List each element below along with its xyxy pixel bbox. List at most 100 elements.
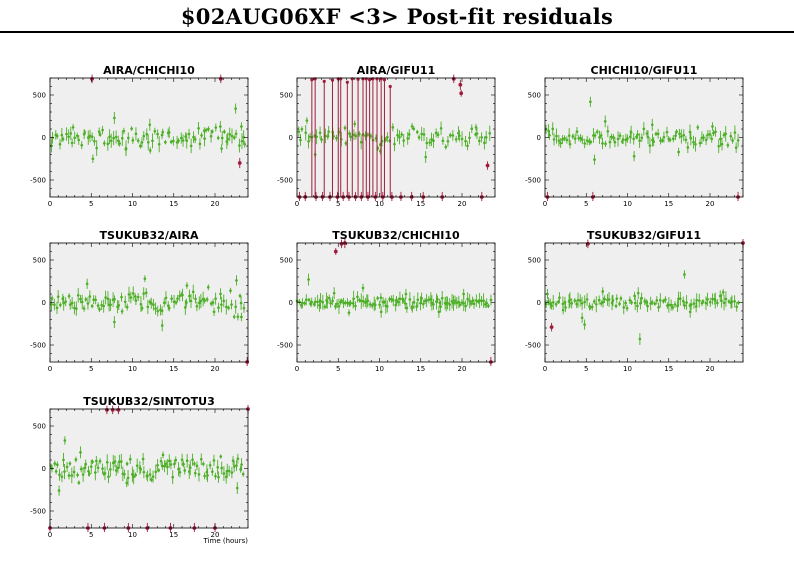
residual-point (313, 297, 317, 307)
residual-point (214, 123, 218, 132)
residual-point (662, 298, 665, 304)
residual-point (393, 137, 396, 152)
residual-point (157, 136, 161, 153)
residual-point (180, 453, 184, 466)
residual-point (140, 305, 144, 312)
residual-point (79, 465, 83, 473)
residual-point (178, 467, 182, 478)
residual-point (662, 131, 666, 143)
y-tick-label: -500 (30, 177, 46, 185)
residual-point (203, 472, 206, 480)
residual-point (310, 78, 314, 82)
residual-point (199, 453, 203, 466)
x-tick-label: 10 (375, 200, 384, 208)
y-tick-label: 500 (280, 257, 293, 265)
residual-point (335, 134, 338, 142)
residual-point (308, 132, 312, 141)
residual-point (65, 461, 69, 472)
residual-point (644, 299, 648, 306)
residual-point (466, 141, 469, 151)
residual-point (428, 138, 432, 147)
residual-point (613, 137, 617, 148)
residual-point (142, 131, 146, 141)
residual-point (84, 296, 88, 302)
residual-point (704, 296, 708, 310)
residual-point (156, 129, 159, 139)
residual-point (434, 128, 438, 138)
x-tick-label: 5 (89, 531, 93, 539)
residual-point (359, 293, 363, 309)
y-tick-label: 500 (280, 92, 293, 100)
residual-point (457, 295, 461, 309)
residual-point (487, 303, 490, 309)
residual-point (646, 130, 650, 145)
residual-plot-panel: AIRA/CHICHI10 0 5 10 15 20 -500 0 500 (30, 64, 249, 208)
residual-point (103, 466, 107, 481)
residual-point (571, 133, 575, 140)
residual-point (162, 298, 166, 308)
residual-point (417, 134, 421, 141)
residual-point (588, 304, 592, 310)
residual-point (640, 133, 644, 143)
residual-point (448, 298, 452, 311)
residual-point (573, 133, 577, 144)
plot-title: TSUKUB32/SINTOTU3 (83, 395, 215, 408)
residual-point (167, 304, 171, 312)
residual-point (697, 293, 701, 308)
residual-point (632, 151, 636, 162)
residual-point (678, 128, 681, 139)
residual-plot-panel: CHICHI10/GIFU11 0 5 10 15 20 -500 0 500 (525, 64, 744, 208)
residual-point (425, 294, 428, 308)
residual-point (305, 117, 309, 124)
residual-point (356, 77, 360, 81)
residual-point (451, 130, 455, 141)
residual-point (618, 132, 622, 140)
y-tick-label: 500 (33, 257, 46, 265)
residual-point (63, 436, 67, 445)
residual-point (125, 461, 129, 467)
residual-point (242, 303, 246, 313)
residual-point (406, 132, 410, 145)
residual-point (344, 140, 348, 147)
residual-point (370, 302, 374, 309)
y-tick-label: 0 (42, 134, 46, 142)
residual-point (240, 133, 244, 150)
residual-point (430, 132, 433, 147)
residual-point (232, 460, 236, 473)
residual-point (580, 135, 584, 144)
x-axis-label: Time (hours) (203, 537, 249, 545)
residual-point (332, 287, 336, 300)
residual-point (179, 132, 183, 144)
x-tick-label: 20 (211, 200, 220, 208)
y-tick-label: -500 (30, 508, 46, 516)
residual-point (211, 467, 214, 476)
residual-point (692, 135, 695, 149)
residual-point (599, 131, 603, 140)
residual-point (694, 136, 697, 152)
residual-point (642, 122, 646, 136)
plot-area (50, 78, 248, 197)
page-title: $02AUG06XF <3> Post-fit residuals (180, 4, 614, 29)
residual-point (132, 469, 135, 485)
residual-point (379, 305, 383, 318)
residual-point (464, 135, 467, 147)
residual-point (622, 300, 626, 315)
y-tick-label: 500 (528, 257, 541, 265)
residual-point (240, 458, 243, 471)
residual-point (734, 142, 738, 153)
residual-point (159, 456, 163, 466)
residual-point (220, 144, 223, 153)
residual-point (335, 299, 339, 309)
residual-point (211, 298, 215, 307)
residual-point (91, 459, 94, 464)
residual-point (320, 136, 323, 144)
residual-point (669, 299, 673, 311)
residual-point (181, 288, 184, 302)
residual-point (88, 129, 92, 143)
residual-point (126, 132, 130, 144)
residual-point (120, 130, 124, 146)
residual-point (702, 133, 705, 142)
residual-point (73, 131, 76, 144)
residual-point (561, 305, 565, 315)
residual-point (172, 136, 175, 146)
